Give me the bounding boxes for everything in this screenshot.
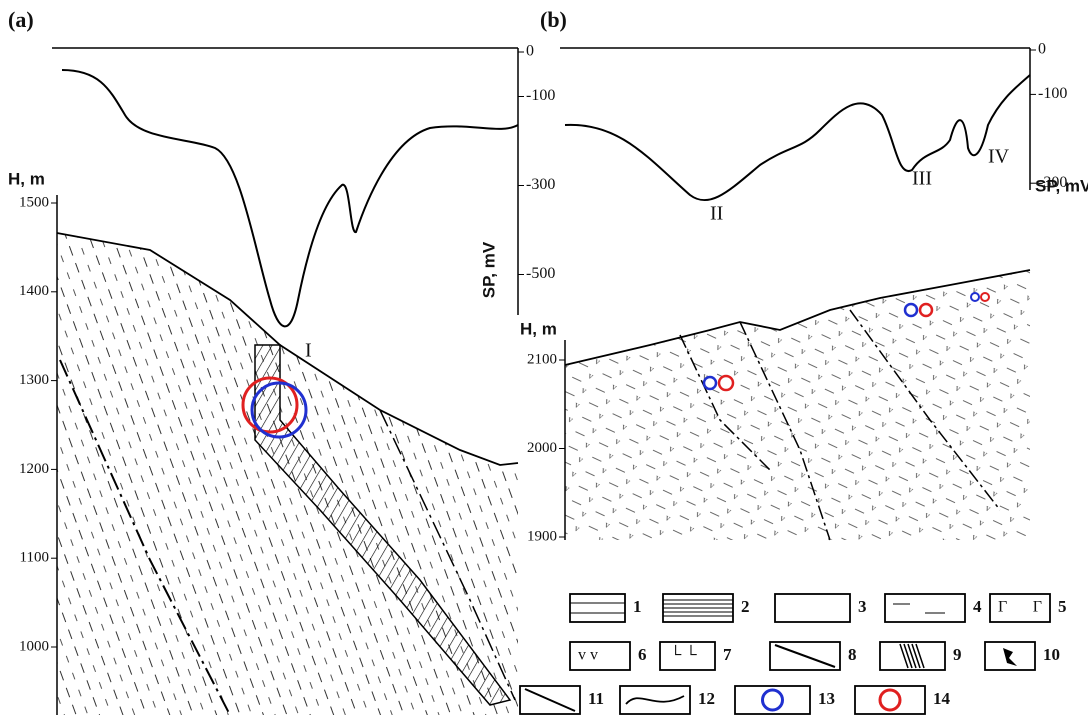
legend-label: 11 (588, 689, 604, 708)
figure: v (a)H, m1500140013001200110010000-100-3… (0, 0, 1088, 724)
anomaly-label: III (912, 168, 932, 190)
anomaly-label: IV (988, 146, 1010, 168)
legend-label: 8 (848, 645, 857, 664)
tick-label: -100 (526, 87, 555, 104)
legend-label: 12 (698, 689, 715, 708)
axis-title: H, m (8, 169, 45, 188)
legend-label: 13 (818, 689, 835, 708)
tick-label: -500 (526, 265, 555, 282)
red-circle (719, 376, 733, 390)
legend-symbol: └ └ (670, 645, 697, 664)
tick-label: 1300 (19, 372, 49, 388)
legend-label: 9 (953, 645, 962, 664)
red-circle (981, 293, 989, 301)
section-b-body (565, 270, 1030, 540)
tick-label: 1100 (20, 550, 49, 566)
legend-label: 3 (858, 597, 867, 616)
axis-title: SP, mV (479, 241, 498, 298)
blue-circle (905, 304, 917, 316)
tick-label: 1000 (19, 638, 49, 654)
legend-label: 6 (638, 645, 647, 664)
legend-label: 1 (633, 597, 642, 616)
axis-title: H, m (520, 319, 557, 338)
panel-label: (b) (540, 7, 567, 32)
panel-label: (a) (8, 7, 34, 32)
legend-label: 10 (1043, 645, 1060, 664)
tick-label: -100 (1038, 85, 1067, 102)
legend-label: 14 (933, 689, 951, 708)
blue-circle (971, 293, 979, 301)
legend-box (885, 594, 965, 622)
tick-label: 2000 (527, 440, 557, 456)
legend-label: 4 (973, 597, 982, 616)
legend-symbol: Г Г (998, 599, 1042, 616)
legend-label: 7 (723, 645, 732, 664)
tick-label: 0 (526, 43, 534, 60)
tick-label: 1200 (19, 461, 49, 477)
anomaly-label: I (305, 340, 312, 362)
legend-symbol: v v (578, 647, 598, 664)
tick-label: 2100 (527, 351, 557, 367)
tick-label: 0 (1038, 41, 1046, 58)
red-circle (920, 304, 932, 316)
axis-title: SP, mV (1035, 176, 1088, 195)
blue-circle (704, 377, 716, 389)
sp-curve-b (565, 75, 1030, 200)
legend-label: 5 (1058, 597, 1067, 616)
tick-label: -300 (526, 176, 555, 193)
anomaly-label: II (710, 203, 723, 225)
legend-box (570, 594, 625, 622)
legend-box (775, 594, 850, 622)
tick-label: 1500 (19, 194, 49, 210)
tick-label: 1400 (19, 283, 49, 299)
tick-label: 1900 (527, 528, 557, 544)
legend-label: 2 (741, 597, 750, 616)
